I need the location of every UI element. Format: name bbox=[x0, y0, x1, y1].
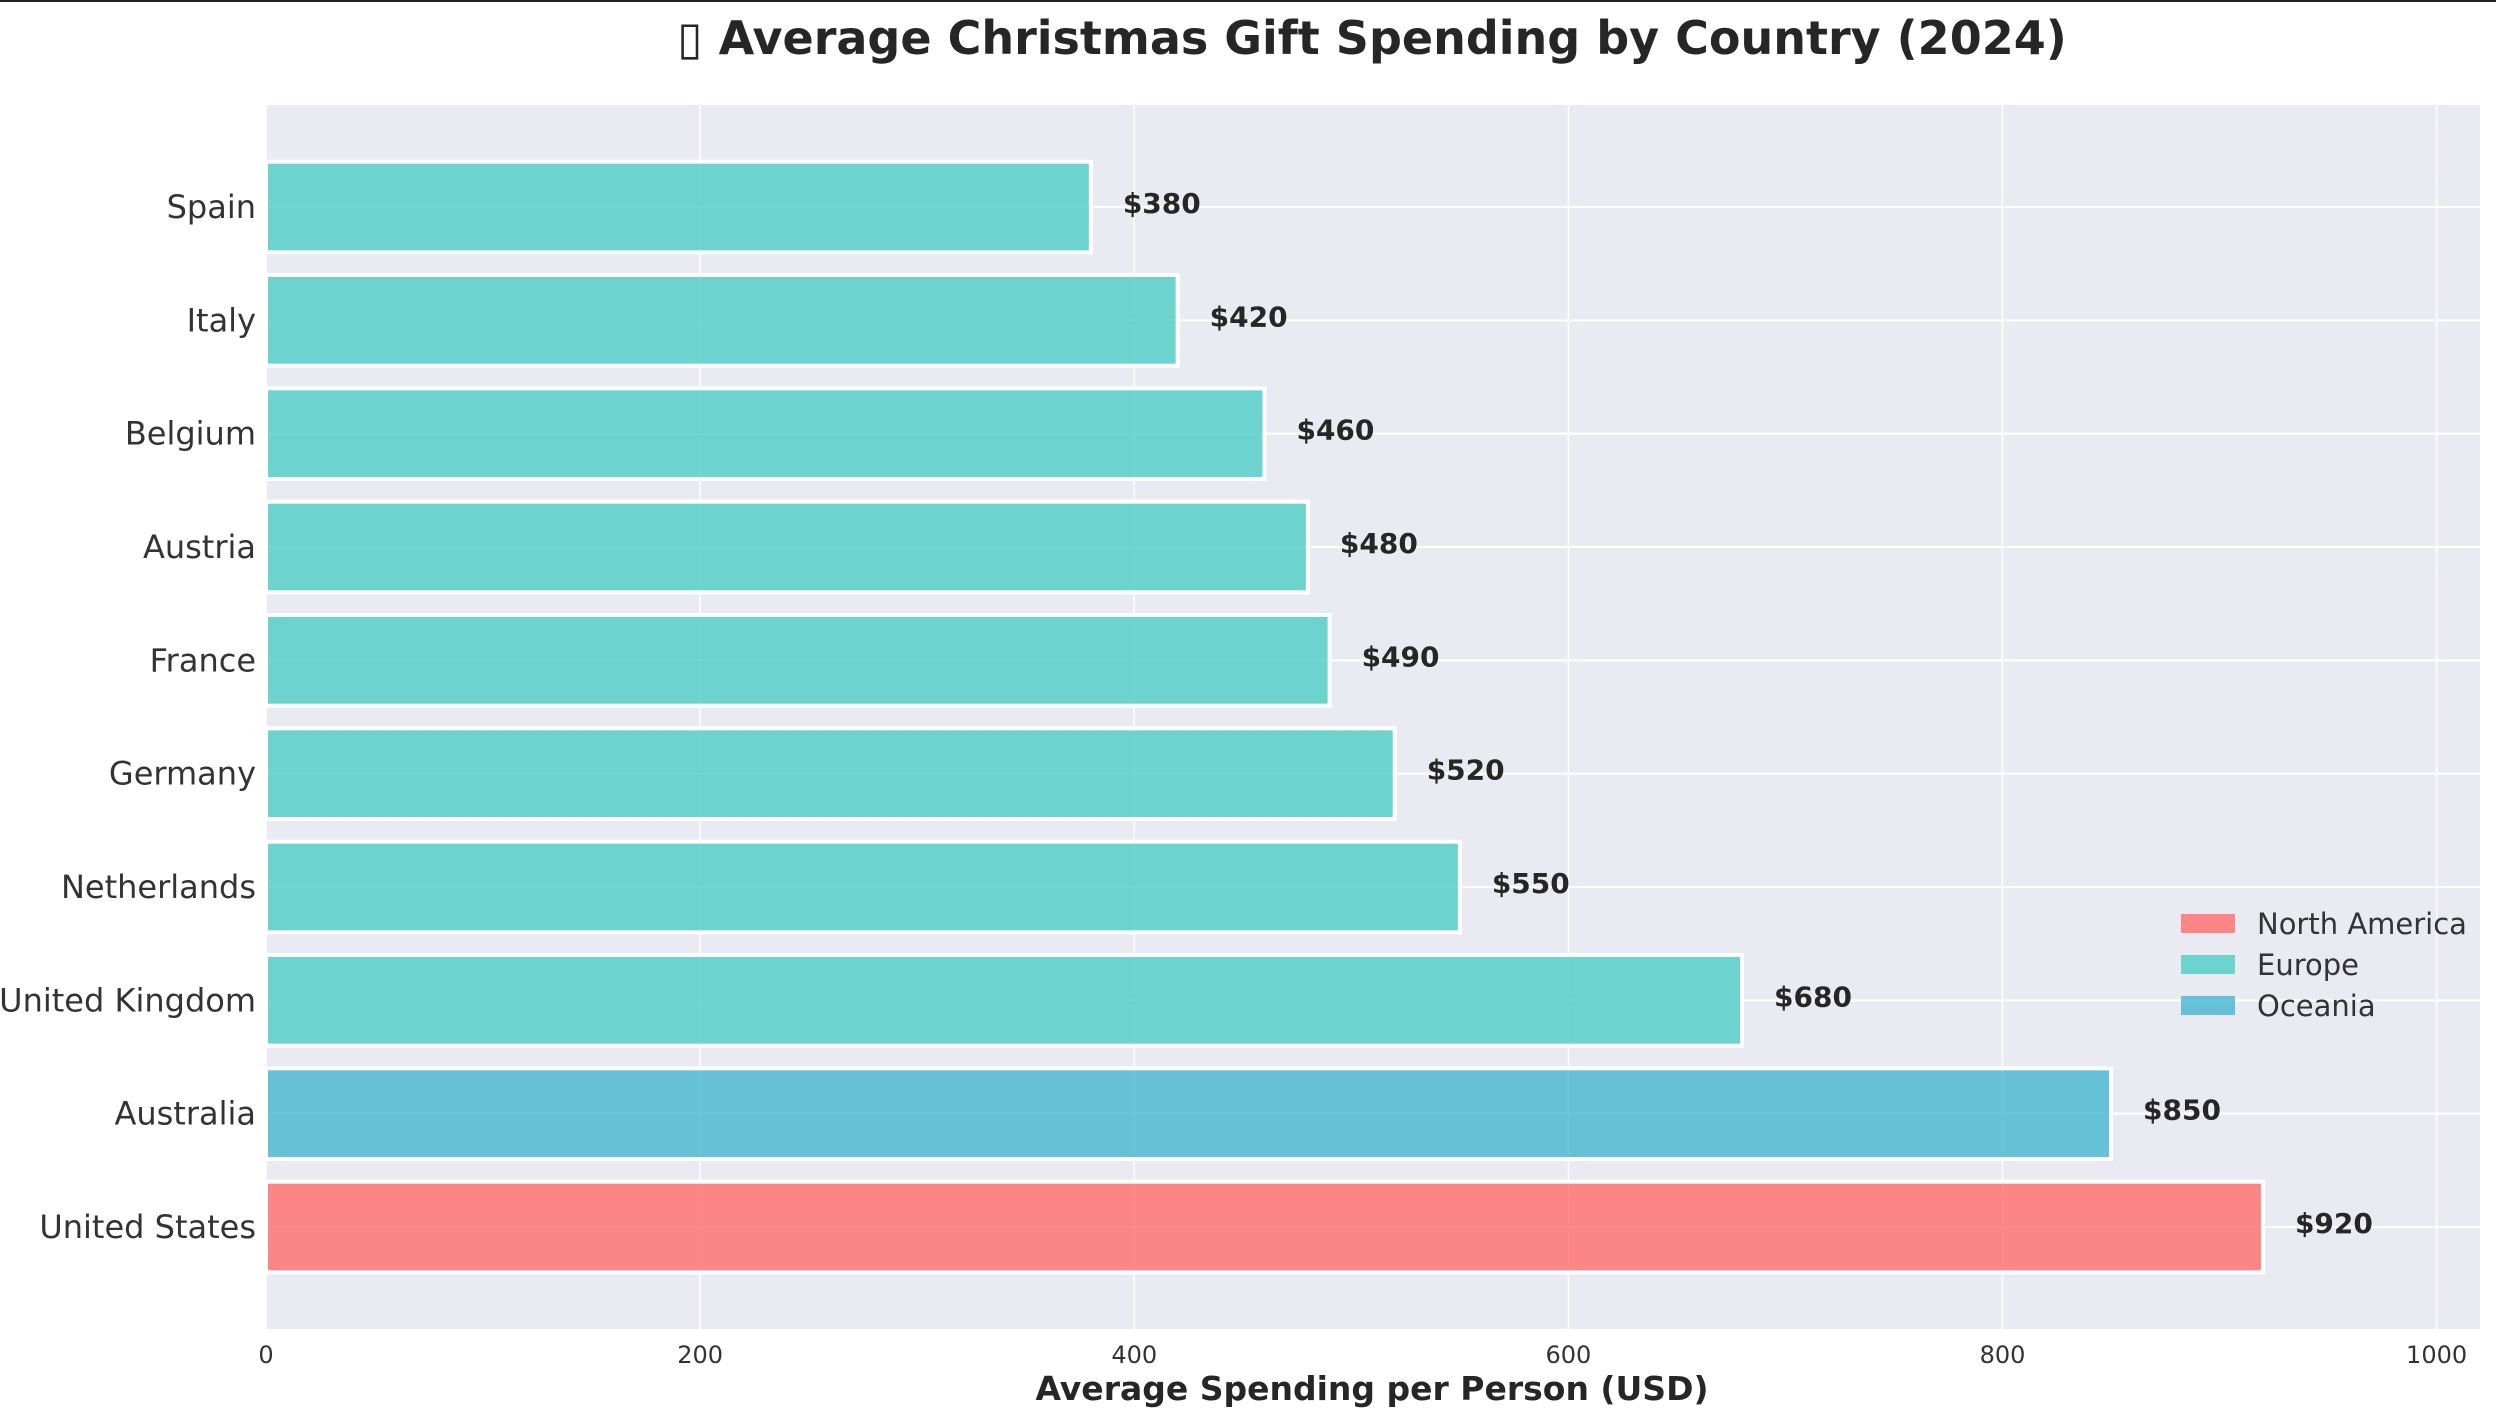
y-tick-label: Italy bbox=[187, 301, 256, 339]
y-axis-labels: Spain Italy Belgium Austria France Germany Net… bbox=[0, 188, 256, 1246]
x-axis-ticks: 0 200 400 600 800 1000 bbox=[258, 1341, 2467, 1369]
bar-australia bbox=[264, 1066, 2113, 1162]
y-tick-label: United Kingdom bbox=[0, 981, 256, 1019]
legend-swatch bbox=[2181, 955, 2235, 974]
value-label: $520 bbox=[1427, 754, 1505, 787]
x-tick-label: 1000 bbox=[2406, 1341, 2467, 1369]
y-tick-label: Germany bbox=[109, 755, 256, 793]
bar-belgium bbox=[264, 386, 1267, 482]
x-axis-label: Average Spending per Person (USD) bbox=[1035, 1369, 1708, 1408]
legend-swatch bbox=[2181, 996, 2235, 1015]
x-tick-label: 0 bbox=[258, 1341, 273, 1369]
value-label: $850 bbox=[2143, 1094, 2221, 1127]
y-tick-label: United States bbox=[39, 1208, 256, 1246]
legend: North America Europe Oceania bbox=[2181, 907, 2467, 1023]
x-tick-label: 200 bbox=[677, 1341, 723, 1369]
chart-title: ▯ Average Christmas Gift Spending by Cou… bbox=[677, 11, 2067, 65]
y-tick-label: France bbox=[150, 641, 256, 679]
x-tick-label: 600 bbox=[1545, 1341, 1591, 1369]
value-label: $460 bbox=[1296, 414, 1374, 447]
x-tick-label: 400 bbox=[1111, 1341, 1157, 1369]
bar-netherlands bbox=[264, 839, 1462, 935]
value-label: $420 bbox=[1210, 300, 1288, 333]
value-label: $680 bbox=[1774, 980, 1852, 1013]
y-tick-label: Australia bbox=[114, 1095, 256, 1133]
value-label: $480 bbox=[1340, 527, 1418, 560]
legend-swatch bbox=[2181, 914, 2235, 933]
y-tick-label: Belgium bbox=[125, 415, 256, 453]
value-label: $920 bbox=[2295, 1207, 2373, 1240]
y-tick-label: Austria bbox=[143, 528, 256, 566]
bar-france bbox=[264, 613, 1332, 708]
value-label: $380 bbox=[1123, 187, 1201, 220]
value-label: $550 bbox=[1492, 867, 1570, 900]
bar-germany bbox=[264, 726, 1397, 821]
y-tick-label: Netherlands bbox=[61, 868, 256, 906]
bar-united-kingdom bbox=[264, 953, 1744, 1048]
value-labels: $380 $420 $460 $480 $490 $520 $550 $680 $850 $920 bbox=[1123, 187, 2373, 1240]
x-tick-label: 800 bbox=[1980, 1341, 2026, 1369]
value-label: $490 bbox=[1362, 640, 1440, 673]
bar-italy bbox=[264, 273, 1180, 368]
bar-spain bbox=[264, 159, 1093, 255]
legend-label: Oceania bbox=[2257, 989, 2376, 1023]
bar-austria bbox=[264, 499, 1310, 595]
legend-label: North America bbox=[2257, 907, 2467, 941]
bars bbox=[264, 159, 2265, 1275]
bar-united-states bbox=[264, 1179, 2265, 1275]
y-tick-label: Spain bbox=[167, 188, 256, 226]
legend-label: Europe bbox=[2257, 948, 2359, 982]
